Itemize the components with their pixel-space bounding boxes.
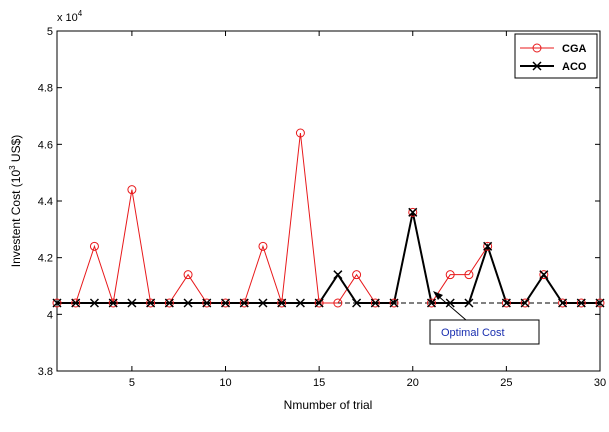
- y-tick-label: 4.2: [38, 253, 53, 265]
- aco-point: [558, 298, 568, 308]
- x-axis-label: Nmumber of trial: [284, 398, 373, 412]
- x-tick-label: 30: [594, 377, 606, 389]
- annotation-arrow: [436, 294, 467, 321]
- legend-box: [514, 33, 598, 79]
- cga-point: [520, 298, 530, 308]
- data-layer: [52, 128, 605, 308]
- legend-cga-label: CGA: [562, 43, 587, 55]
- cga-point: [108, 298, 118, 308]
- cga-point: [146, 298, 156, 308]
- aco-point: [426, 298, 437, 308]
- cga-point: [501, 298, 511, 308]
- cga-point: [408, 207, 418, 217]
- aco-point: [183, 298, 193, 308]
- annotation-text: Optimal Cost: [441, 327, 505, 339]
- cga-point: [389, 298, 399, 308]
- aco-point: [370, 298, 380, 308]
- cga-point: [445, 270, 455, 280]
- aco-point: [295, 298, 305, 308]
- cga-point: [464, 270, 474, 280]
- cga-point: [558, 298, 568, 308]
- annotation-box: [429, 319, 540, 345]
- cga-point: [89, 241, 99, 251]
- aco-point: [277, 298, 287, 308]
- aco-point: [89, 298, 99, 308]
- x-tick-label: 5: [129, 377, 135, 389]
- aco-point: [202, 298, 212, 308]
- aco-point: [314, 298, 324, 308]
- series-line-aco: [57, 212, 600, 304]
- aco-point: [352, 298, 362, 308]
- legend-cga-marker: [532, 43, 542, 53]
- ticks-layer: 5 10 15 20 25 30 3.8 4 4.2 4.4 4.6 4.8 5: [38, 26, 606, 389]
- aco-point: [258, 298, 268, 308]
- x-tick-label: 20: [407, 377, 419, 389]
- cga-point: [314, 298, 324, 308]
- legend-aco-marker: [532, 61, 542, 71]
- annotation: Optimal Cost: [429, 291, 540, 345]
- y-tick-label: 3.8: [38, 366, 53, 378]
- aco-point: [539, 270, 549, 280]
- legend-aco-label: ACO: [562, 61, 587, 73]
- cga-point: [576, 298, 586, 308]
- x-tick-label: 15: [313, 377, 325, 389]
- aco-point: [127, 298, 137, 308]
- cga-point: [295, 128, 305, 138]
- cga-point: [277, 298, 287, 308]
- y-tick-label: 4.6: [38, 139, 53, 151]
- aco-point: [576, 298, 586, 308]
- cga-point: [239, 298, 249, 308]
- cga-point: [52, 298, 62, 308]
- cga-point: [258, 241, 268, 251]
- aco-point: [464, 298, 474, 308]
- aco-point: [389, 298, 399, 308]
- cga-point: [352, 270, 362, 280]
- aco-point: [239, 298, 249, 308]
- cga-point: [202, 298, 212, 308]
- cga-point: [426, 298, 436, 308]
- aco-point: [483, 241, 493, 251]
- annotation-arrowhead: [433, 291, 443, 300]
- y-tick-label: 5: [47, 26, 53, 38]
- cga-point: [370, 298, 380, 308]
- aco-point: [501, 298, 511, 308]
- cga-point: [71, 298, 81, 308]
- cga-point: [483, 241, 493, 251]
- y-multiplier: x 104: [57, 9, 83, 24]
- x-tick-label: 25: [500, 377, 512, 389]
- aco-point: [333, 270, 343, 280]
- aco-point: [71, 298, 81, 308]
- aco-point: [146, 298, 156, 308]
- aco-point: [595, 298, 605, 308]
- cga-point: [539, 270, 549, 280]
- legend: CGA ACO: [514, 33, 598, 79]
- y-axis-label: Investent Cost (103 US$): [8, 135, 23, 268]
- aco-point: [408, 207, 418, 217]
- aco-point: [520, 298, 530, 308]
- aco-point: [164, 298, 174, 308]
- aco-point: [220, 298, 231, 308]
- cga-point: [127, 185, 137, 195]
- cga-point: [164, 298, 174, 308]
- cga-point: [333, 298, 343, 308]
- y-tick-label: 4.8: [38, 83, 53, 95]
- y-tick-label: 4.4: [38, 196, 53, 208]
- aco-point: [52, 298, 62, 308]
- x-tick-label: 10: [219, 377, 231, 389]
- cga-point: [183, 270, 193, 280]
- cga-point: [595, 298, 605, 308]
- cga-point: [221, 298, 231, 308]
- aco-point: [445, 298, 455, 308]
- aco-point: [108, 298, 118, 308]
- y-tick-label: 4: [47, 309, 53, 321]
- plot-area: [56, 30, 601, 372]
